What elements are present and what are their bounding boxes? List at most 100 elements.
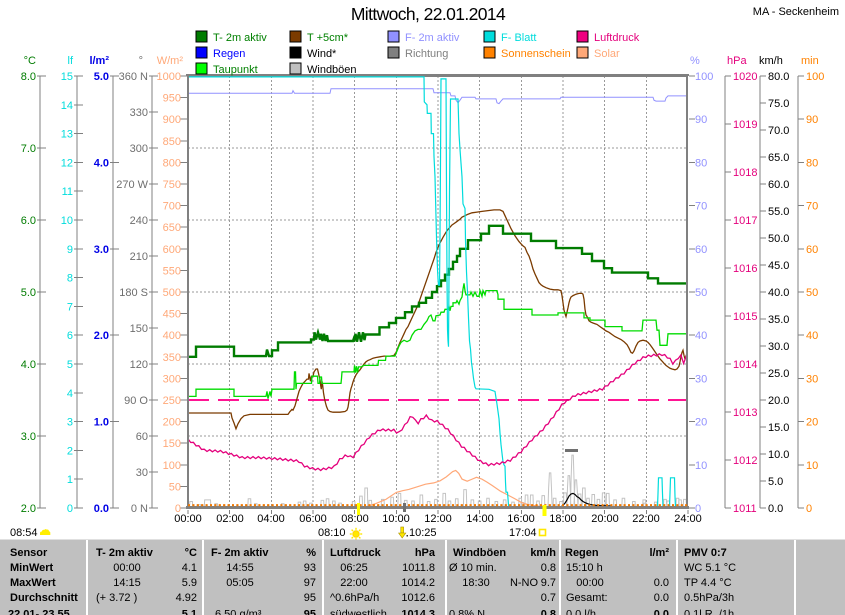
svg-text:0 N: 0 N: [131, 503, 148, 515]
svg-text:0.0: 0.0: [768, 503, 783, 515]
svg-text:F- 2m aktiv: F- 2m aktiv: [405, 32, 460, 44]
svg-text:600: 600: [163, 244, 181, 256]
svg-text:2: 2: [67, 445, 73, 457]
svg-text:1015: 1015: [733, 311, 757, 323]
svg-text:40: 40: [695, 330, 707, 342]
svg-text:0.0: 0.0: [654, 592, 669, 604]
svg-text:900: 900: [163, 114, 181, 126]
svg-text:05:05: 05:05: [226, 577, 254, 589]
svg-text:6.50 g/m³: 6.50 g/m³: [215, 609, 262, 615]
svg-text:6: 6: [67, 330, 73, 342]
svg-text:65.0: 65.0: [768, 152, 789, 164]
svg-text:500: 500: [163, 287, 181, 299]
svg-text:00:00: 00:00: [576, 577, 604, 589]
svg-text:25.0: 25.0: [768, 368, 789, 380]
svg-text:95: 95: [304, 592, 316, 604]
svg-text:12: 12: [61, 157, 73, 169]
svg-text:20: 20: [695, 417, 707, 429]
svg-text:0: 0: [806, 503, 812, 515]
svg-text:1013: 1013: [733, 407, 757, 419]
svg-text:1016: 1016: [733, 263, 757, 275]
svg-text:90 O: 90 O: [124, 395, 148, 407]
svg-text:10: 10: [695, 460, 707, 472]
svg-text:1019: 1019: [733, 119, 757, 131]
svg-text:hPa: hPa: [727, 55, 747, 67]
svg-text:550: 550: [163, 265, 181, 277]
svg-text:0: 0: [175, 503, 181, 515]
svg-text:270 W: 270 W: [116, 179, 148, 191]
svg-text:8: 8: [67, 273, 73, 285]
svg-text:1014: 1014: [733, 359, 757, 371]
svg-text:14:55: 14:55: [226, 562, 254, 574]
svg-text:45.0: 45.0: [768, 260, 789, 272]
svg-text:km/h: km/h: [530, 547, 556, 559]
svg-text:WC 5.1 °C: WC 5.1 °C: [684, 562, 736, 574]
svg-text:20.0: 20.0: [768, 395, 789, 407]
svg-text:70: 70: [806, 201, 818, 213]
svg-text:30.0: 30.0: [768, 341, 789, 353]
svg-text:10:00: 10:00: [382, 513, 410, 525]
svg-text:210: 210: [130, 251, 148, 263]
svg-text:0.8% N: 0.8% N: [449, 609, 485, 615]
svg-text:min: min: [801, 55, 819, 67]
svg-text:Ø 10 min.: Ø 10 min.: [449, 562, 497, 574]
svg-text:2.0: 2.0: [94, 330, 109, 342]
svg-text:1012: 1012: [733, 455, 757, 467]
svg-text:8.0: 8.0: [21, 71, 36, 83]
svg-text:T- 2m aktiv: T- 2m aktiv: [96, 547, 154, 559]
svg-text:0: 0: [695, 503, 701, 515]
svg-text:F- 2m aktiv: F- 2m aktiv: [211, 547, 269, 559]
svg-text:1011: 1011: [733, 503, 757, 515]
svg-text:100: 100: [806, 71, 824, 83]
svg-text:Luftdruck: Luftdruck: [330, 547, 382, 559]
svg-text:1.0: 1.0: [94, 417, 109, 429]
svg-text:180 S: 180 S: [119, 287, 148, 299]
svg-text:18:00: 18:00: [549, 513, 577, 525]
svg-text:Durchschnitt: Durchschnitt: [10, 592, 78, 604]
svg-text:F- Blatt: F- Blatt: [501, 32, 536, 44]
svg-text:5.0: 5.0: [21, 287, 36, 299]
svg-text:4.0: 4.0: [94, 157, 109, 169]
svg-text:80: 80: [806, 157, 818, 169]
svg-text:150: 150: [163, 438, 181, 450]
svg-text:1017: 1017: [733, 215, 757, 227]
svg-text:08:54: 08:54: [10, 527, 38, 539]
svg-text:0.0: 0.0: [654, 577, 669, 589]
svg-text:22:00: 22:00: [632, 513, 660, 525]
svg-text:lf: lf: [68, 55, 74, 67]
svg-text:^0.6hPa/h: ^0.6hPa/h: [330, 592, 379, 604]
svg-text:Sensor: Sensor: [10, 547, 48, 559]
svg-text:Windböen: Windböen: [453, 547, 506, 559]
svg-text:90: 90: [806, 114, 818, 126]
svg-text:1014.3: 1014.3: [401, 609, 435, 615]
svg-text:0.5hPa/3h: 0.5hPa/3h: [684, 592, 734, 604]
svg-text:04:00: 04:00: [257, 513, 285, 525]
svg-text:13: 13: [61, 129, 73, 141]
svg-text:1020: 1020: [733, 71, 757, 83]
svg-text:9.7: 9.7: [541, 577, 556, 589]
svg-text:700: 700: [163, 201, 181, 213]
svg-text:35.0: 35.0: [768, 314, 789, 326]
svg-text:MA - Seckenheim: MA - Seckenheim: [753, 6, 839, 18]
svg-text:N-NO: N-NO: [510, 577, 539, 589]
svg-text:16:00: 16:00: [507, 513, 535, 525]
svg-text:60: 60: [695, 244, 707, 256]
svg-text:800: 800: [163, 157, 181, 169]
svg-text:5.9: 5.9: [182, 577, 197, 589]
svg-text:Gesamt:: Gesamt:: [566, 592, 608, 604]
svg-text:4.92: 4.92: [176, 592, 197, 604]
svg-text:02:00: 02:00: [216, 513, 244, 525]
svg-text:4.1: 4.1: [182, 562, 197, 574]
svg-text:40.0: 40.0: [768, 287, 789, 299]
svg-text:0.7: 0.7: [541, 592, 556, 604]
svg-text:97: 97: [304, 577, 316, 589]
svg-text:W/m²: W/m²: [157, 55, 184, 67]
svg-text:0.0 l/h: 0.0 l/h: [566, 609, 596, 615]
svg-text:T +5cm*: T +5cm*: [307, 32, 349, 44]
svg-text:1: 1: [67, 474, 73, 486]
svg-text:südwestlich: südwestlich: [330, 609, 387, 615]
svg-text:5.0: 5.0: [94, 71, 109, 83]
svg-text:30: 30: [806, 373, 818, 385]
svg-text:Taupunkt: Taupunkt: [213, 64, 258, 76]
svg-text:80.0: 80.0: [768, 71, 789, 83]
